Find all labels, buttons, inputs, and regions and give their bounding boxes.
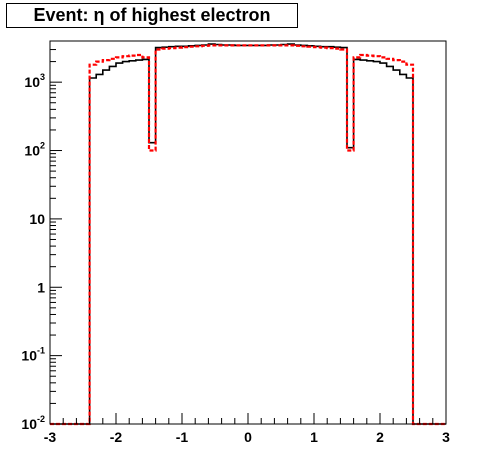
x-tick-label: 1 <box>310 429 318 445</box>
y-tick-label: 10 <box>29 211 45 227</box>
y-tick-label: 10-1 <box>21 346 45 364</box>
series-line-1 <box>50 43 446 425</box>
series-layer <box>50 43 446 426</box>
y-tick-label: 103 <box>24 72 45 90</box>
title-box: Event: η of highest electron <box>6 3 298 28</box>
x-tick-label: 2 <box>376 429 384 445</box>
plot-frame <box>49 40 447 425</box>
chart-title: Event: η of highest electron <box>33 5 271 25</box>
y-tick-label: 102 <box>24 141 45 159</box>
y-tick-label: 10-2 <box>21 414 45 432</box>
y-tick-label: 1 <box>37 279 45 295</box>
x-tick-label: -2 <box>110 429 123 445</box>
x-tick-label: -3 <box>44 429 57 445</box>
series-line-2 <box>50 44 446 426</box>
x-tick-label: 3 <box>442 429 450 445</box>
x-tick-label: -1 <box>176 429 189 445</box>
axis-layer: -3 -2 -1 0 1 2 3 10-2 10-1 1 10 102 103 <box>21 40 450 445</box>
x-tick-label: 0 <box>244 429 252 445</box>
